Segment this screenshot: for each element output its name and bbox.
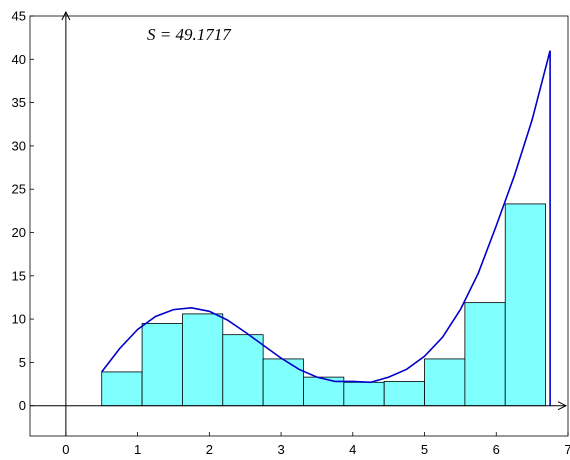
area-annotation: S = 49.1717 xyxy=(147,25,232,44)
y-tick-label: 45 xyxy=(12,9,26,24)
y-tick-label: 20 xyxy=(12,225,26,240)
axes xyxy=(30,10,568,436)
bar xyxy=(343,381,385,407)
bar xyxy=(101,371,143,407)
y-tick-label: 10 xyxy=(12,312,26,327)
bar xyxy=(222,334,264,407)
bar xyxy=(182,313,224,407)
y-tick-label: 5 xyxy=(19,355,26,370)
plot-frame xyxy=(29,15,569,437)
bar xyxy=(262,358,304,407)
function-curve xyxy=(101,50,551,406)
bar xyxy=(464,302,506,407)
y-tick-label: 30 xyxy=(12,138,26,153)
y-tick-label: 25 xyxy=(12,182,26,197)
y-axis-arrow xyxy=(61,10,71,21)
y-tick-label: 0 xyxy=(19,398,26,413)
y-tick-label: 15 xyxy=(12,268,26,283)
x-tick-label: 3 xyxy=(277,442,284,457)
x-axis-arrow xyxy=(557,401,568,411)
x-tick-label: 5 xyxy=(421,442,428,457)
x-tick-label: 4 xyxy=(349,442,356,457)
bars xyxy=(101,203,546,407)
bar xyxy=(504,203,546,407)
x-tick-label: 0 xyxy=(62,442,69,457)
bar xyxy=(383,381,425,407)
y-tick-label: 40 xyxy=(12,52,26,67)
x-tick-label: 7 xyxy=(564,442,570,457)
x-tick-label: 1 xyxy=(134,442,141,457)
bar xyxy=(424,358,466,407)
x-tick-label: 6 xyxy=(493,442,500,457)
x-tick-label: 2 xyxy=(206,442,213,457)
bar xyxy=(141,323,183,407)
y-tick-label: 35 xyxy=(12,95,26,110)
